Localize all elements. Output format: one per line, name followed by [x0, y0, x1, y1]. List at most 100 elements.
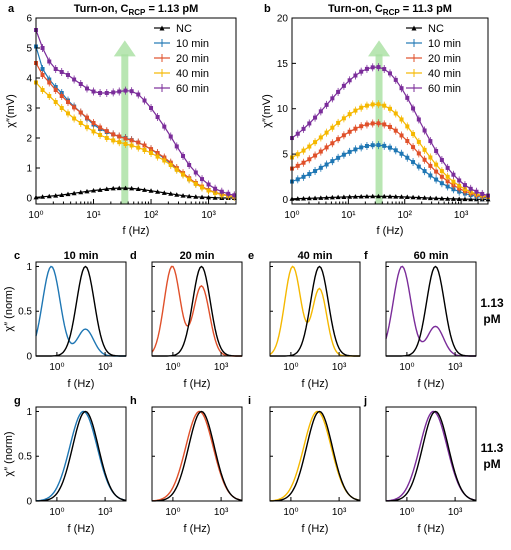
y-tick-label: 0 [26, 497, 32, 508]
data-point [97, 187, 103, 192]
legend-label: 10 min [428, 38, 461, 50]
data-point [341, 194, 347, 199]
legend-label: 40 min [428, 68, 461, 80]
data-point [84, 188, 90, 194]
data-point [456, 196, 462, 202]
y-tick-label: 10 [277, 104, 289, 115]
x-tick-label: 10³ [448, 362, 463, 373]
data-point [174, 192, 180, 197]
green-arrow-shaft [375, 54, 383, 204]
data-point [129, 185, 135, 191]
series-line-reference [270, 410, 361, 502]
x-axis-label: f (Hz) [377, 225, 404, 237]
data-point [318, 195, 324, 200]
data-point [422, 195, 428, 200]
legend-label: 20 min [176, 53, 209, 65]
data-point [445, 196, 451, 201]
data-point [193, 194, 199, 199]
x-tick-label: 10² [144, 210, 159, 221]
data-point [433, 195, 439, 201]
panel-letter: a [8, 3, 15, 15]
panel-title: 20 min [180, 250, 215, 262]
panel-letter: b [264, 3, 271, 15]
x-tick-label: 10³ [332, 507, 347, 518]
x-tick-label: 10⁰ [399, 362, 414, 373]
y-tick-label: 0.5 [18, 307, 32, 318]
data-point [370, 193, 376, 199]
x-tick-label: 10³ [332, 362, 347, 373]
x-tick-label: 10¹ [86, 210, 101, 221]
y-tick-label: 6 [26, 14, 32, 25]
data-point [110, 185, 116, 191]
data-point [439, 196, 445, 201]
y-axis-label: χ″ (norm) [3, 431, 15, 476]
y-tick-label: 3 [26, 104, 32, 115]
data-point [78, 189, 84, 195]
x-tick-label: 10³ [214, 507, 229, 518]
x-axis-label: f (Hz) [418, 378, 445, 390]
axes-frame [385, 261, 477, 357]
green-arrow-head [113, 40, 136, 57]
panel-j: 10⁰ 10³ j f (Hz) [363, 395, 477, 535]
data-point [410, 194, 416, 200]
legend-label: 60 min [176, 83, 209, 95]
data-point [358, 193, 364, 199]
panel-letter: g [14, 395, 21, 407]
series-line-reference [36, 265, 126, 357]
data-point [104, 186, 110, 191]
y-axis-label: χ″ (norm) [3, 286, 15, 331]
data-point [462, 196, 468, 202]
panel-title: Turn-on, CRCP = 1.13 pM [74, 3, 199, 17]
green-arrow-head [368, 40, 391, 57]
x-tick-label: 10⁰ [49, 362, 64, 373]
data-point [364, 193, 370, 199]
legend-label: 20 min [428, 53, 461, 65]
concentration-unit: pM [483, 457, 500, 471]
panel-a: Turn-on, CRCP = 1.13 pM a 0 1 2 3 4 5 6 10⁰ 10¹ 10²… [5, 3, 237, 237]
x-tick-label: 10³ [448, 507, 463, 518]
data-point [450, 196, 456, 201]
axes-frame [35, 406, 127, 502]
data-point [206, 194, 212, 200]
axes-frame [269, 261, 361, 357]
y-axis-label: χ″(mV) [5, 94, 17, 128]
y-tick-label: 4 [26, 74, 32, 85]
axes-frame [151, 406, 243, 502]
data-point [329, 194, 335, 200]
series-line-reference [152, 265, 242, 357]
y-tick-label: 15 [277, 59, 289, 70]
x-tick-label: 10⁰ [49, 507, 64, 518]
x-tick-label: 10⁰ [399, 507, 414, 518]
axes-frame [151, 261, 243, 357]
y-axis-label: χ″(mV) [261, 94, 273, 128]
x-tick-label: 10⁰ [165, 507, 180, 518]
x-tick-label: 10⁰ [28, 210, 43, 221]
data-point [306, 195, 312, 201]
x-tick-label: 10⁰ [283, 507, 298, 518]
data-point [199, 194, 205, 200]
y-tick-label: 5 [26, 44, 32, 55]
series-line-reference [386, 265, 476, 357]
y-tick-label: 5 [282, 150, 288, 161]
panel-b: Turn-on, CRCP = 11.3 pM b 0 5 10 15 20 10⁰ 10¹ 10… [261, 3, 491, 237]
y-tick-label: 1 [26, 262, 32, 273]
data-point [123, 185, 129, 191]
legend-label: NC [428, 23, 444, 35]
data-point [135, 186, 141, 191]
x-axis-label: f (Hz) [302, 523, 329, 535]
data-point [71, 190, 77, 196]
panel-title: Turn-on, CRCP = 11.3 pM [328, 3, 452, 17]
series-line-sample [151, 410, 243, 502]
panel-d: 10⁰ 10³ d 20 min f (Hz) [130, 250, 243, 390]
panel-g: 0 0.5 1 10⁰ 10³ g f (Hz) χ″ (norm) [3, 395, 127, 535]
data-point [375, 193, 381, 199]
data-point [142, 187, 148, 192]
axes-frame [35, 17, 237, 205]
data-point [40, 194, 46, 199]
panel-i: 10⁰ 10³ i f (Hz) [248, 395, 361, 535]
data-point [186, 193, 192, 199]
data-point [312, 195, 318, 201]
green-arrow-shaft [121, 54, 129, 204]
legend-label: 10 min [176, 38, 209, 50]
